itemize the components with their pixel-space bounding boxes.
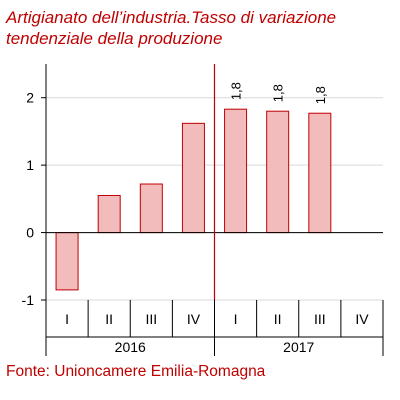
x-group-label: 2017 [283,339,314,355]
x-tick-label: IV [187,311,201,327]
chart-title: Artigianato dell’industria.Tasso di vari… [6,7,396,49]
x-tick-label: IV [355,311,369,327]
x-tick-label: I [234,311,238,327]
x-tick-label: III [145,311,157,327]
bar [266,110,290,234]
bar [97,194,121,234]
y-tick-label: 2 [26,90,34,106]
chart-title-line-2: tendenziale della produzione [6,29,223,48]
bar [224,108,248,234]
bar [55,232,79,291]
bar [308,112,332,234]
data-label: 1,8 [229,82,244,100]
chart-title-line-1: Artigianato dell’industria.Tasso di vari… [6,8,337,27]
y-tick-label: 1 [26,157,34,173]
source-note: Fonte: Unioncamere Emilia-Romagna [6,363,266,380]
bar [139,183,163,234]
data-label: 1,8 [313,86,328,104]
y-tick-label: 0 [26,225,34,241]
x-tick-label: II [105,311,113,327]
bar [181,122,205,234]
x-tick-label: I [65,311,69,327]
x-tick-label: II [274,311,282,327]
y-tick-label: -1 [22,292,35,308]
x-tick-label: III [314,311,326,327]
data-label: 1,8 [271,84,286,102]
x-group-label: 2016 [115,339,146,355]
